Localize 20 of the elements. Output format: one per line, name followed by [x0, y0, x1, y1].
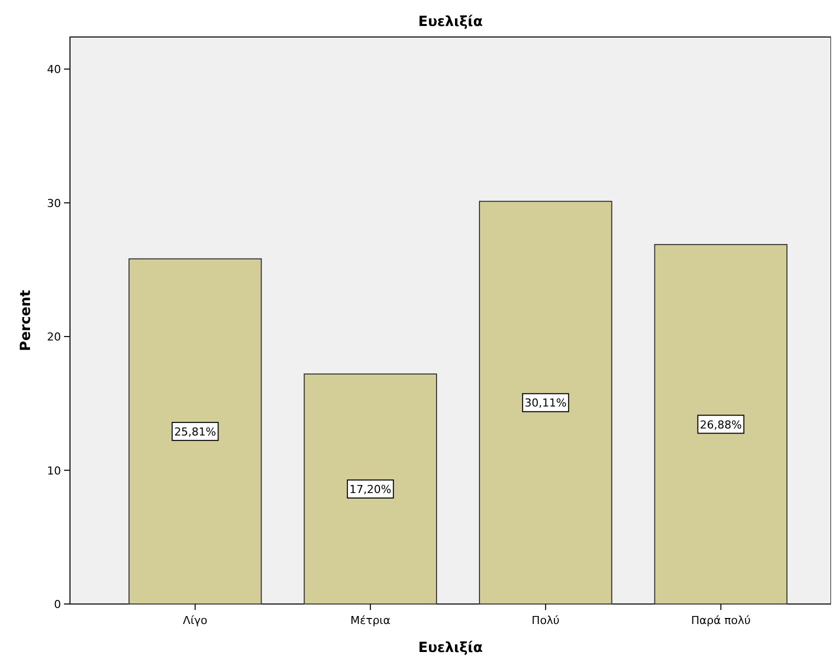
bar	[304, 373, 438, 604]
y-tick-label: 20	[47, 330, 61, 344]
bar	[128, 258, 262, 604]
x-axis-title: Ευελιξία	[418, 640, 484, 656]
data-label: 26,88%	[700, 418, 742, 432]
y-axis-title: Percent	[18, 290, 34, 352]
data-label: 30,11%	[524, 396, 567, 410]
bar	[654, 244, 788, 604]
y-tick-label: 30	[47, 196, 61, 210]
x-tick-label: Παρά πολύ	[691, 614, 751, 627]
bar	[478, 200, 612, 604]
y-tick-label: 0	[54, 598, 61, 611]
x-tick-label: Πολύ	[532, 614, 560, 627]
data-label: 17,20%	[349, 482, 392, 496]
x-tick-label: Λίγο	[182, 614, 208, 627]
x-tick-label: Μέτρια	[350, 614, 390, 627]
y-tick-label: 10	[47, 464, 61, 478]
chart-title: Ευελιξία	[418, 14, 484, 30]
data-label: 25,81%	[174, 425, 216, 438]
y-tick-label: 40	[47, 63, 61, 76]
